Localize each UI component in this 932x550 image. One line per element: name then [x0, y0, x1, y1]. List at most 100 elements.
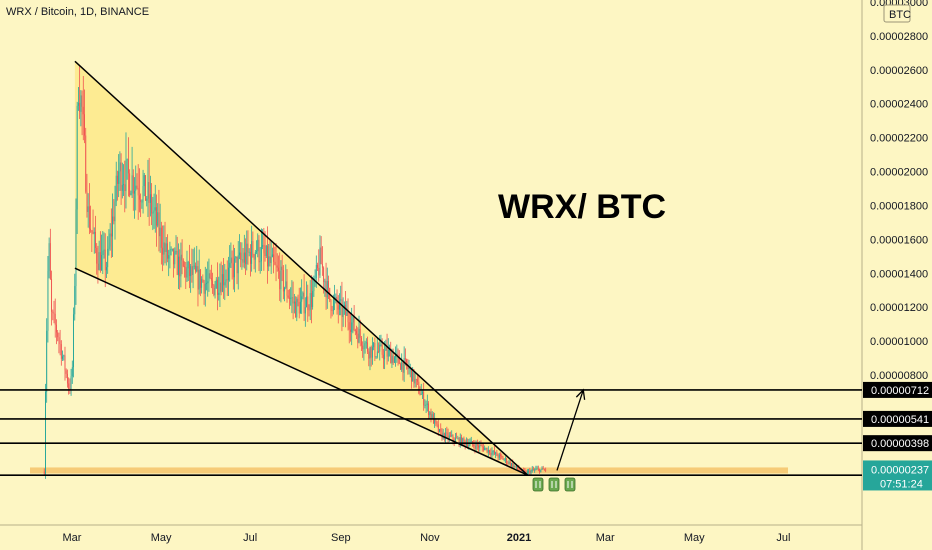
candle — [437, 418, 439, 436]
currency-badge-label: BTC — [889, 9, 911, 21]
candle — [137, 164, 139, 220]
candle — [303, 274, 305, 322]
candle — [140, 193, 142, 218]
candle — [328, 275, 329, 300]
candle — [118, 154, 120, 198]
wedge-lower-trendline[interactable] — [74, 267, 529, 476]
candle — [235, 255, 237, 263]
candle — [152, 196, 154, 231]
candle — [251, 225, 253, 272]
candle — [214, 280, 216, 299]
candle — [496, 449, 498, 457]
y-tick-label: 0.00001600 — [870, 234, 928, 246]
candle — [458, 436, 460, 447]
bars-pattern-icon[interactable] — [548, 477, 560, 492]
candle — [454, 432, 456, 442]
candle — [210, 264, 212, 289]
x-tick-label: Jul — [243, 532, 257, 544]
bars-pattern-icon[interactable] — [532, 477, 544, 492]
candle — [456, 432, 458, 439]
projection-arrow-line[interactable] — [556, 389, 584, 471]
candle — [470, 436, 472, 443]
candle — [193, 247, 195, 270]
candle — [321, 246, 323, 276]
candle — [430, 408, 432, 423]
candle — [228, 256, 229, 296]
candle — [179, 249, 181, 290]
candle — [112, 193, 114, 257]
candle — [348, 312, 350, 344]
wedge-upper-trendline[interactable] — [74, 60, 529, 476]
candle — [309, 280, 311, 321]
candle — [436, 421, 438, 428]
candle — [219, 263, 221, 307]
candle — [375, 356, 377, 359]
candle — [324, 278, 326, 297]
candle — [291, 280, 293, 314]
y-tick-label: 0.00001000 — [870, 336, 928, 348]
candle — [199, 269, 201, 297]
candle — [448, 432, 450, 442]
candle — [75, 198, 77, 305]
x-tick-label: May — [151, 532, 172, 544]
candle — [217, 262, 218, 311]
bars-pattern-icon[interactable] — [564, 477, 576, 492]
candle — [90, 205, 92, 233]
candle — [493, 445, 495, 456]
level-price-label-bg — [863, 435, 932, 452]
candle — [245, 238, 246, 275]
candle — [120, 153, 122, 205]
candle — [165, 237, 167, 266]
candle — [229, 245, 231, 282]
candle — [170, 246, 172, 256]
candle — [423, 382, 425, 411]
candle — [184, 261, 185, 278]
currency-badge[interactable] — [883, 4, 911, 23]
candle — [181, 239, 183, 275]
candle — [307, 284, 309, 322]
candle — [77, 87, 79, 111]
candle — [201, 276, 203, 294]
candle — [54, 298, 56, 338]
candle — [340, 285, 342, 316]
candle — [232, 244, 234, 290]
candle — [197, 260, 199, 307]
candle — [278, 255, 279, 279]
candle — [45, 383, 46, 479]
candle — [249, 244, 251, 277]
candle — [162, 225, 164, 272]
candle — [502, 455, 504, 460]
candle — [425, 400, 427, 414]
candle — [387, 338, 389, 362]
candle — [489, 449, 490, 455]
candle — [486, 447, 488, 454]
candle — [414, 372, 416, 388]
candle — [157, 203, 159, 228]
candle — [154, 184, 156, 233]
candle — [79, 64, 81, 119]
candle — [145, 175, 146, 201]
candle — [82, 76, 84, 141]
candle — [306, 281, 307, 308]
candle — [282, 265, 284, 300]
candle — [507, 460, 509, 465]
candle — [481, 443, 483, 452]
candle — [545, 467, 547, 473]
candle — [231, 250, 233, 280]
candle — [346, 300, 348, 317]
candle — [370, 345, 372, 367]
candle — [271, 247, 273, 258]
candle — [115, 161, 117, 207]
candle — [171, 248, 173, 252]
candle — [234, 248, 236, 293]
candle — [257, 233, 259, 258]
candles-group — [43, 64, 547, 479]
level-price-label-bg — [863, 381, 932, 398]
candle — [317, 262, 318, 272]
candle — [287, 289, 289, 299]
candle — [60, 340, 62, 366]
candle — [497, 453, 499, 461]
candle — [98, 240, 100, 271]
